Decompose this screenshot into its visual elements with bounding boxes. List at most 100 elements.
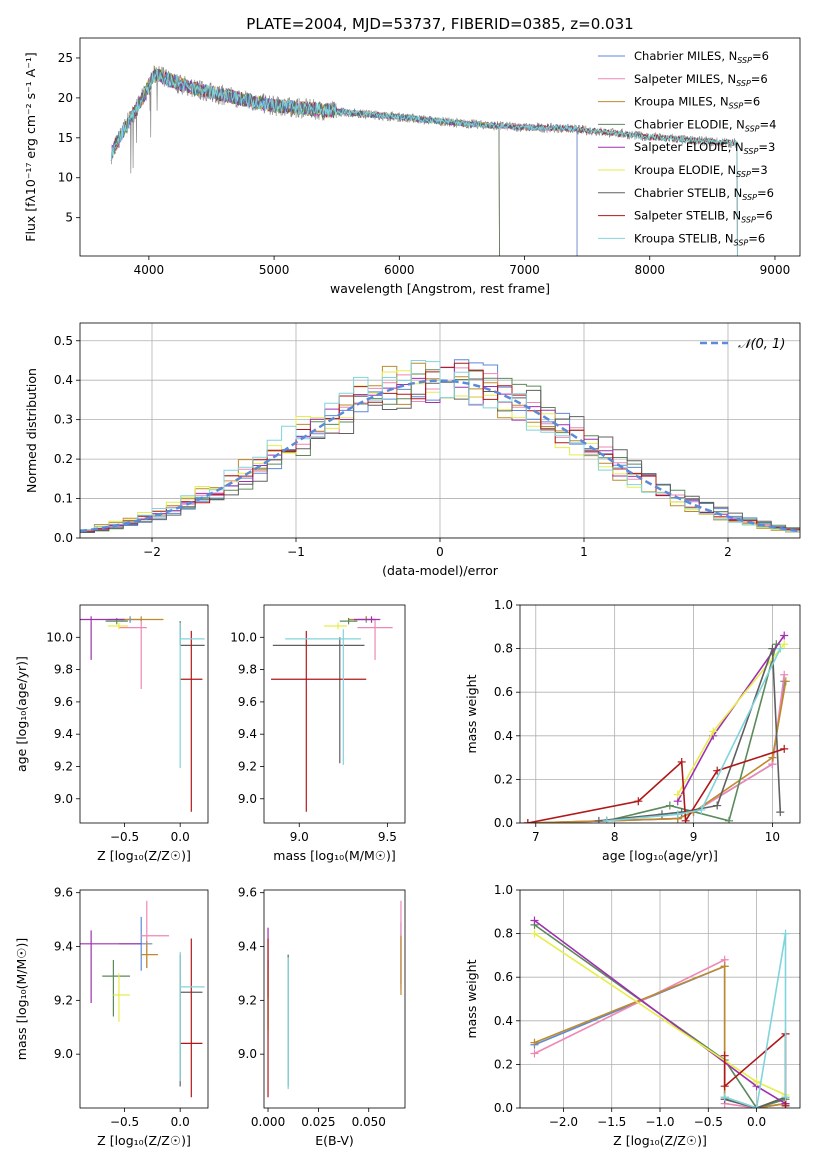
spectrum-frame xyxy=(79,37,801,257)
mass_vs_EBV-ytick-label: 9.4 xyxy=(238,940,257,954)
spectrum-ytick-label: 5 xyxy=(65,211,73,225)
age_vs_Z-frame xyxy=(79,604,209,824)
weight_vs_age-ytick-label: 0.0 xyxy=(494,816,513,830)
legend-label-text: Salpeter MILES, N xyxy=(634,72,736,86)
age_vs_mass-xlabel: mass [log₁₀(M/M☉)] xyxy=(273,848,395,863)
mass-weight-marker xyxy=(602,816,611,823)
legend-label-text: Salpeter STELIB, N xyxy=(634,209,741,223)
spectrum-xtick-label: 7000 xyxy=(509,263,540,277)
histogram-xtick-label: −1 xyxy=(287,545,305,559)
age_vs_mass-frame xyxy=(263,604,406,824)
legend-label-text: Kroupa MILES, N xyxy=(634,95,729,109)
weight_vs_Z-xtick-label: −1.5 xyxy=(597,1115,626,1129)
weight_vs_Z-ytick-label: 1.0 xyxy=(494,883,513,897)
mass_vs_Z-ytick-label: 9.0 xyxy=(54,1047,73,1061)
mass-weight-marker xyxy=(720,1093,729,1102)
legend-label-value: =6 xyxy=(751,72,768,86)
mass-weight-marker xyxy=(781,677,790,686)
mass_vs_Z-xtick-label: 0.0 xyxy=(171,1115,190,1129)
mass-weight-marker xyxy=(780,670,789,679)
legend-label-subscript: SSP xyxy=(736,79,751,88)
normal-reference-curve xyxy=(80,379,800,533)
legend-label-value: =6 xyxy=(748,231,765,245)
mass_vs_EBV-xtick-label: 0.000 xyxy=(251,1115,285,1129)
figure-title: PLATE=2004, MJD=53737, FIBERID=0385, z=0… xyxy=(246,15,633,33)
weight_vs_Z-xtick-label: −1.0 xyxy=(645,1115,674,1129)
mass-weight-line xyxy=(606,648,782,822)
weight_vs_age-xtick-label: 8 xyxy=(611,830,619,844)
weight_vs_age-ytick-label: 0.2 xyxy=(494,772,513,786)
legend-label-subscript: SSP xyxy=(744,147,759,156)
histogram-xtick-label: 1 xyxy=(580,545,588,559)
spectrum-ytick-label: 15 xyxy=(58,131,73,145)
legend-label-value: =6 xyxy=(743,95,760,109)
age_vs_mass-ytick-label: 9.6 xyxy=(238,695,257,709)
weight_vs_age-panel: 7 8 9 10 0.0 0.2 0.4 0.6 0.8 1.0 age [log₁₀(age/yr… xyxy=(464,598,801,863)
mass-weight-marker xyxy=(752,1104,761,1108)
mass-weight-line xyxy=(534,924,786,1108)
age_vs_mass-xtick-label: 9.5 xyxy=(378,830,397,844)
mass-weight-line xyxy=(527,674,785,823)
spectrum-xtick-label: 6000 xyxy=(384,263,415,277)
legend-label-subscript: SSP xyxy=(741,216,756,225)
weight_vs_age-ylabel: mass weight xyxy=(464,674,479,753)
mass_vs_Z-plot-area xyxy=(80,900,205,1098)
histogram-ylabel: Normed distribution xyxy=(24,368,39,493)
weight_vs_age-plot-area xyxy=(520,605,800,823)
age_vs_mass-ytick-label: 9.0 xyxy=(238,792,257,806)
spectrum-xtick-label: 9000 xyxy=(760,263,791,277)
weight_vs_age-xlabel: age [log₁₀(age/yr)] xyxy=(602,848,718,863)
legend-label: Salpeter MILES, NSSP=6 xyxy=(634,72,768,88)
model-spectrum-line xyxy=(110,69,578,256)
mass_vs_EBV-plot-area xyxy=(267,900,402,1098)
histogram-ytick-label: 0.4 xyxy=(54,373,73,387)
mass-weight-marker xyxy=(781,1101,790,1108)
mass-weight-marker xyxy=(594,816,603,823)
mass-weight-marker xyxy=(781,929,790,938)
legend-label-subscript: SSP xyxy=(729,102,744,111)
model-spectrum-line xyxy=(110,68,738,256)
model-spectrum-line xyxy=(110,68,500,256)
spectrum-xtick-label: 4000 xyxy=(134,263,165,277)
legend-label-subscript: SSP xyxy=(737,56,752,65)
mass_vs_EBV-xtick-label: 0.025 xyxy=(301,1115,335,1129)
mass-weight-marker xyxy=(776,808,785,817)
legend-label: 𝒩(0, 1) xyxy=(738,337,785,352)
weight_vs_Z-xtick-label: −2.0 xyxy=(549,1115,578,1129)
age_vs_Z-plot-area xyxy=(80,616,205,812)
age_vs_mass-ytick-label: 9.8 xyxy=(238,663,257,677)
age_vs_Z-ytick-label: 9.8 xyxy=(54,663,73,677)
model-spectrum-line xyxy=(110,68,578,256)
mass-weight-marker xyxy=(530,916,539,925)
histogram-xlabel: (data-model)/error xyxy=(382,563,499,578)
weight_vs_age-ytick-label: 0.8 xyxy=(494,642,513,656)
mass-weight-marker xyxy=(720,1082,729,1091)
weight_vs_age-xtick-label: 10 xyxy=(765,830,780,844)
age_vs_mass-plot-area xyxy=(271,616,393,812)
age_vs_Z-xtick-label: −0.5 xyxy=(110,830,139,844)
mass-weight-marker xyxy=(713,801,722,810)
mass-weight-marker xyxy=(709,727,718,736)
age_vs_Z-ylabel: age [log₁₀(age/yr)] xyxy=(14,656,29,772)
mass_vs_EBV-xlabel: E(B-V) xyxy=(315,1133,354,1148)
mass-weight-marker xyxy=(677,757,686,766)
mass_vs_Z-xtick-label: −0.5 xyxy=(110,1115,139,1129)
mass-weight-marker xyxy=(530,1049,539,1058)
mass_vs_EBV-panel: 0.000 0.025 0.050 9.0 9.2 9.4 9.6 E(B-V) xyxy=(238,886,406,1148)
legend-label: Kroupa STELIB, NSSP=6 xyxy=(634,231,765,247)
spectrum-xtick-label: 5000 xyxy=(259,263,290,277)
mass-weight-marker xyxy=(720,962,729,971)
legend-label-subscript: SSP xyxy=(734,238,749,247)
mass-weight-marker xyxy=(523,819,532,823)
weight_vs_age-ytick-label: 0.6 xyxy=(494,685,513,699)
weight_vs_Z-plot-area xyxy=(520,890,800,1108)
weight_vs_age-xtick-label: 9 xyxy=(690,830,698,844)
legend-label: Salpeter ELODIE, NSSP=3 xyxy=(634,140,775,156)
weight_vs_Z-ylabel: mass weight xyxy=(464,959,479,1038)
mass_vs_Z-ylabel: mass [log₁₀(M/M☉)] xyxy=(14,938,29,1060)
mass-weight-marker xyxy=(725,816,734,823)
weight_vs_Z-ytick-label: 0.4 xyxy=(494,1014,513,1028)
mass-weight-marker xyxy=(780,640,789,649)
age_vs_mass-ytick-label: 9.2 xyxy=(238,759,257,773)
